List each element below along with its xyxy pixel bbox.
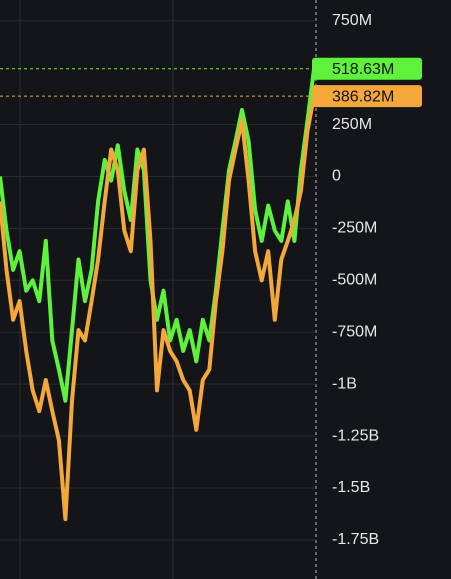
series-line bbox=[0, 95, 316, 522]
y-tick-label: -250M bbox=[332, 220, 377, 237]
price-label: 386.82M bbox=[332, 88, 394, 105]
y-tick-label: -500M bbox=[332, 272, 377, 289]
y-tick-label: 250M bbox=[332, 116, 372, 133]
price-label: 518.63M bbox=[332, 61, 394, 78]
price-label-box bbox=[312, 57, 422, 80]
y-tick-label: 0 bbox=[332, 168, 341, 185]
y-tick-label: -1B bbox=[332, 375, 357, 392]
y-tick-label: -1.25B bbox=[332, 427, 379, 444]
price-label-box bbox=[312, 85, 422, 108]
y-tick-label: -750M bbox=[332, 323, 377, 340]
y-tick-label: -1.75B bbox=[332, 531, 379, 548]
series-line bbox=[0, 68, 316, 403]
y-tick-label: 750M bbox=[332, 12, 372, 29]
y-tick-label: -1.5B bbox=[332, 479, 370, 496]
